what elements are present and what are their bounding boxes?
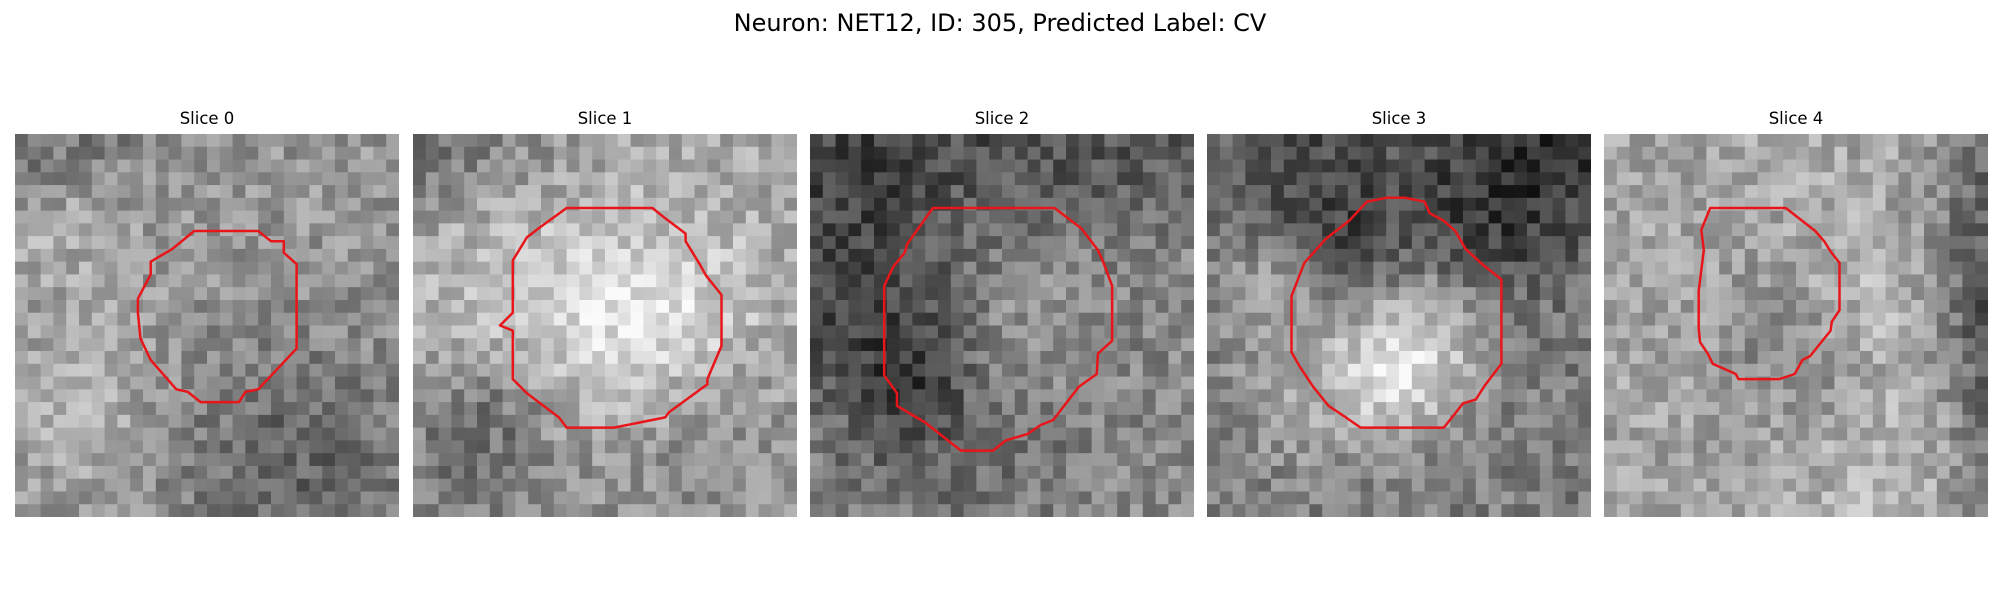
slice-title-3: Slice 3 [1371, 109, 1427, 128]
slice-title-0: Slice 0 [179, 109, 235, 128]
slice-panel-3: Slice 3 [1207, 108, 1591, 517]
slice-panel-4: Slice 4 [1604, 108, 1988, 517]
slice-panel-0: Slice 0 [15, 108, 399, 517]
slice-title-2: Slice 2 [974, 109, 1030, 128]
roi-contour-3 [1290, 196, 1503, 429]
roi-contour-1 [498, 206, 723, 429]
roi-contour-2 [882, 206, 1114, 452]
slice-image-4 [1604, 134, 1988, 517]
slice-title-4: Slice 4 [1768, 109, 1824, 128]
slice-panel-2: Slice 2 [810, 108, 1194, 517]
slice-title-1: Slice 1 [577, 109, 633, 128]
roi-contour-0 [136, 229, 298, 404]
figure-title: Neuron: NET12, ID: 305, Predicted Label:… [733, 9, 1267, 37]
slice-image-3 [1207, 134, 1591, 517]
slice-image-0 [15, 134, 399, 517]
roi-contour-4 [1697, 206, 1841, 381]
slice-panel-1: Slice 1 [413, 108, 797, 517]
slice-image-2 [810, 134, 1194, 517]
slice-image-1 [413, 134, 797, 517]
